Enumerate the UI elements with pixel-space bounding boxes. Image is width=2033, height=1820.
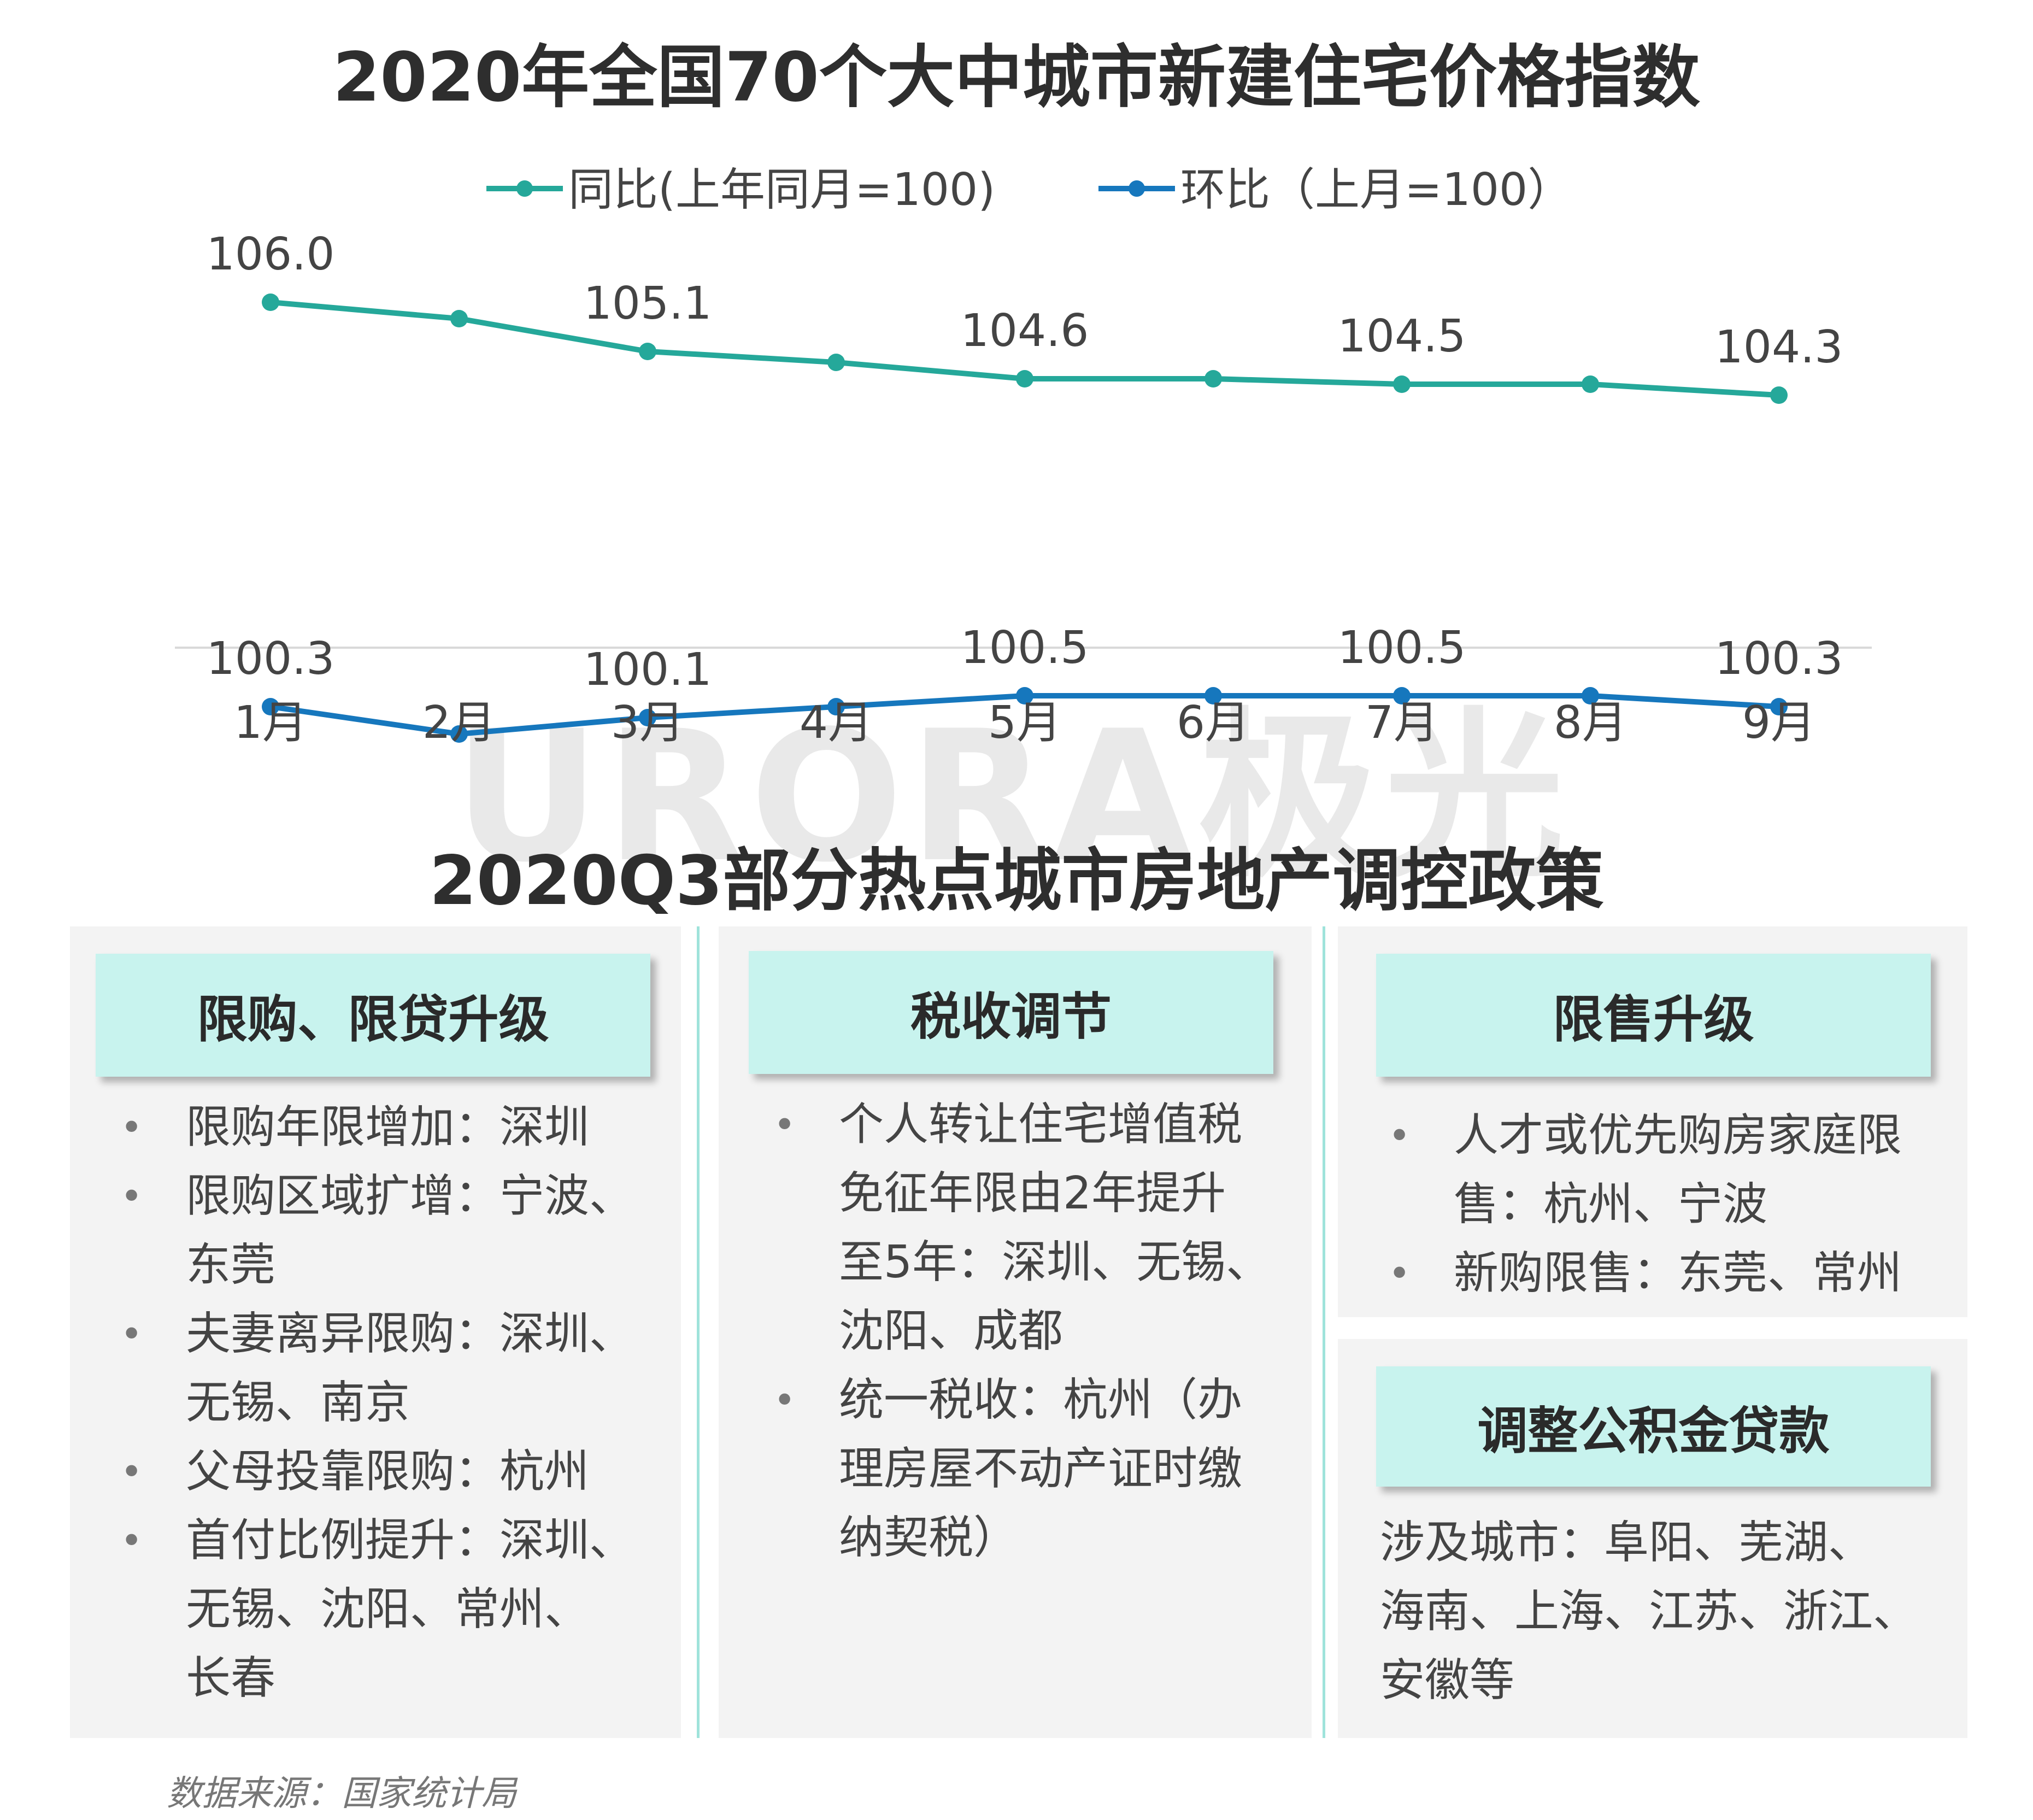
x-tick-label: 3月 (611, 697, 684, 749)
watermark: URORA极光 (454, 692, 1570, 902)
data-point (450, 310, 468, 327)
divider (697, 926, 700, 1738)
text-line: 理房屋不动产证时缴 (839, 1443, 1243, 1495)
list-tax: • 个人转让住宅增值税 免征年限由2年提升 至5年：深圳、无锡、 沈阳、成都 • 统一税收：… (730, 1090, 1320, 1572)
text-line: 售：杭州、宁波 (1454, 1178, 1768, 1230)
text-line: 新购限售：东莞、常州 (1454, 1247, 1902, 1299)
x-tick-label: 2月 (422, 697, 496, 749)
text-line: 限购区域扩增：宁波、 (186, 1170, 634, 1222)
data-point (1016, 687, 1033, 704)
list-sale-limits: • 人才或优先购房家庭限 售：杭州、宁波 • 新购限售：东莞、常州 (1344, 1101, 1967, 1308)
data-label: 100.1 (584, 644, 712, 696)
x-tick-label: 7月 (1365, 697, 1438, 749)
data-point (639, 709, 656, 726)
provident-fund-cities: 涉及城市：阜阳、芜湖、 海南、上海、江苏、浙江、 安徽等 (1380, 1508, 1967, 1715)
bullet-icon: • (120, 1312, 143, 1357)
text-line: 人才或优先购房家庭限 (1454, 1109, 1902, 1161)
list-item: • 人才或优先购房家庭限 售：杭州、宁波 (1344, 1101, 1967, 1239)
legend-label-1: 环比（上月=100） (1180, 164, 1572, 216)
divider (1323, 926, 1325, 1738)
x-tick-label: 4月 (800, 697, 873, 749)
text-line: 个人转让住宅增值税 (839, 1099, 1243, 1150)
data-point (639, 343, 656, 360)
bullet-icon: • (120, 1449, 143, 1494)
list-purchase-limits: • 限购年限增加：深圳 • 限购区域扩增：宁波、 东莞 • 夫妻离异限购：深圳、 无锡、南京 •… (77, 1093, 694, 1713)
source-note: 数据来源：国家统计局 (167, 1774, 516, 1814)
bullet-icon: • (1388, 1113, 1411, 1158)
data-point (1582, 687, 1599, 704)
list-item: • 夫妻离异限购：深圳、 无锡、南京 (77, 1300, 694, 1437)
text-line: 无锡、沈阳、常州、 (186, 1583, 590, 1635)
bullet-icon: • (120, 1518, 143, 1563)
data-point (1204, 370, 1222, 388)
policy-title: 2020Q3部分热点城市房地产调控政策 (429, 842, 1604, 920)
card-title-tax: 税收调节 (749, 951, 1273, 1074)
text-line: 沈阳、成都 (839, 1305, 1063, 1357)
bullet-icon: • (120, 1174, 143, 1219)
text-line: 免征年限由2年提升 (839, 1167, 1226, 1219)
text-line: 无锡、南京 (186, 1377, 410, 1429)
list-item: • 父母投靠限购：杭州 (77, 1437, 694, 1506)
list-item: • 个人转让住宅增值税 免征年限由2年提升 至5年：深圳、无锡、 沈阳、成都 (730, 1090, 1320, 1366)
x-tick-label: 5月 (988, 697, 1061, 749)
data-point (1770, 698, 1788, 715)
data-point (1582, 375, 1599, 393)
card-title-sale-limits: 限售升级 (1376, 954, 1931, 1077)
bullet-icon: • (773, 1102, 796, 1147)
list-item: • 首付比例提升：深圳、 无锡、沈阳、常州、 长春 (77, 1506, 694, 1713)
x-tick-label: 8月 (1554, 697, 1627, 749)
data-label: 106.0 (207, 228, 335, 280)
bullet-icon: • (773, 1378, 796, 1423)
bullet-icon: • (1388, 1251, 1411, 1296)
list-item: • 限购年限增加：深圳 (77, 1093, 694, 1162)
data-label: 100.5 (961, 622, 1089, 674)
text-line: 父母投靠限购：杭州 (186, 1446, 590, 1498)
text-line: 海南、上海、江苏、浙江、 (1380, 1586, 1918, 1637)
text-line: 限购年限增加：深圳 (186, 1101, 590, 1153)
data-point (1393, 375, 1411, 393)
card-title-provident-fund: 调整公积金贷款 (1376, 1366, 1931, 1487)
data-label: 100.3 (1715, 633, 1843, 685)
card-title-purchase-limits: 限购、限贷升级 (96, 954, 650, 1077)
data-point (1016, 370, 1033, 388)
x-tick-label: 6月 (1177, 697, 1250, 749)
x-tick-label: 9月 (1742, 697, 1815, 749)
text-line: 安徽等 (1380, 1654, 1515, 1706)
data-point (827, 698, 845, 715)
bullet-icon: • (120, 1105, 143, 1150)
text-line: 首付比例提升：深圳、 (186, 1514, 634, 1566)
data-point (1393, 687, 1411, 704)
text-line: 涉及城市：阜阳、芜湖、 (1380, 1517, 1873, 1569)
legend-marker-1 (1129, 180, 1145, 197)
data-label: 105.1 (584, 278, 712, 330)
text-line: 东莞 (186, 1239, 276, 1291)
data-label: 100.5 (1338, 622, 1466, 674)
text-line: 至5年：深圳、无锡、 (839, 1236, 1271, 1288)
data-label: 104.3 (1715, 321, 1843, 373)
text-line: 统一税收：杭州（办 (839, 1374, 1243, 1426)
data-point (450, 725, 468, 743)
chart-title: 2020年全国70个大中城市新建住宅价格指数 (333, 38, 1700, 117)
list-item: • 统一税收：杭州（办 理房屋不动产证时缴 纳契税） (730, 1366, 1320, 1572)
data-label: 100.3 (207, 633, 335, 685)
data-point (262, 293, 279, 311)
list-item: • 新购限售：东莞、常州 (1344, 1239, 1967, 1308)
x-tick-label: 1月 (234, 697, 307, 749)
text-line: 夫妻离异限购：深圳、 (186, 1308, 634, 1360)
legend-marker-0 (516, 180, 533, 197)
data-point (1770, 386, 1788, 404)
text-line: 纳契税） (839, 1512, 1019, 1564)
data-point (262, 698, 279, 715)
list-item: • 限购区域扩增：宁波、 东莞 (77, 1162, 694, 1300)
legend-label-0: 同比(上年同月=100) (568, 164, 995, 216)
data-point (827, 354, 845, 371)
data-label: 104.6 (961, 305, 1089, 357)
text-line: 长春 (186, 1652, 276, 1704)
line-chart: 同比(上年同月=100) 环比（上月=100） 106.0 105.1 104.6 104… (175, 164, 1872, 749)
data-point (1204, 687, 1222, 704)
data-label: 104.5 (1338, 310, 1466, 362)
